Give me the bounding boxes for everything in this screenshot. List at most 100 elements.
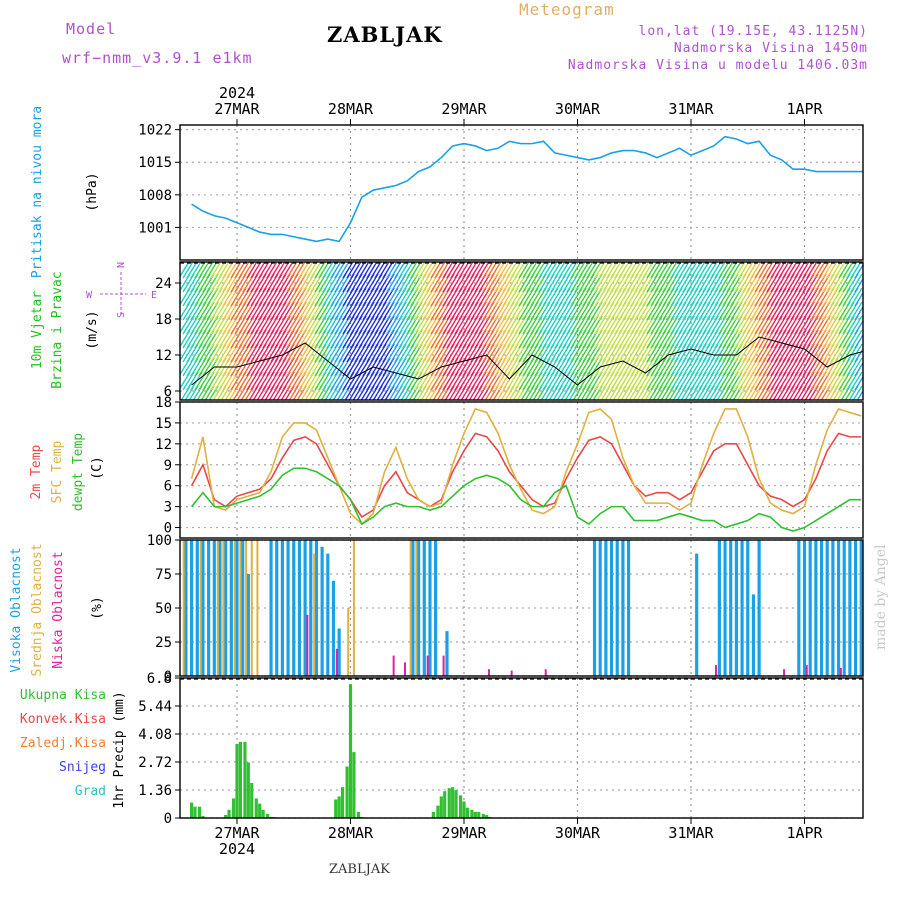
high-cloud-bar bbox=[201, 540, 205, 676]
wind-legend-n: N bbox=[116, 262, 127, 268]
ytick-label-temperature: 12 bbox=[155, 437, 172, 453]
precip-bar bbox=[465, 807, 469, 818]
mid-cloud-bar bbox=[233, 540, 236, 676]
precip-bar bbox=[459, 795, 463, 818]
low-cloud-bar bbox=[805, 665, 808, 676]
meteogram-label: Meteogram bbox=[519, 0, 615, 19]
ytick-label-precip: 4.08 bbox=[138, 727, 172, 743]
precip-bar bbox=[348, 684, 353, 818]
low-cloud-bar bbox=[442, 655, 445, 676]
temp-ylabel-0: 2m Temp bbox=[29, 444, 44, 499]
high-cloud-bar bbox=[615, 540, 619, 676]
ytick-label-temperature: 6 bbox=[164, 479, 172, 495]
high-cloud-bar bbox=[229, 540, 233, 676]
wind-unit-label: (m/s) bbox=[85, 310, 100, 349]
precip-bar bbox=[258, 803, 262, 818]
xtick-label-bottom: 28MAR bbox=[328, 824, 374, 842]
low-cloud-bar bbox=[510, 670, 513, 676]
high-cloud-bar bbox=[797, 540, 801, 676]
mid-cloud-bar bbox=[182, 540, 185, 676]
year-label-bottom: 2024 bbox=[219, 840, 255, 858]
high-cloud-bar bbox=[734, 540, 738, 676]
precip-bar bbox=[477, 811, 481, 818]
precip-bar bbox=[352, 752, 356, 818]
precip-ylabel: 1hr Precip (mm) bbox=[112, 691, 127, 808]
high-cloud-bar bbox=[609, 540, 614, 676]
low-cloud-bar bbox=[487, 669, 490, 676]
high-cloud-bar bbox=[212, 540, 216, 676]
ytick-label-temperature: 15 bbox=[155, 416, 172, 432]
precip-legend-2: Zaledj.Kisa bbox=[20, 736, 106, 751]
low-cloud-bar bbox=[839, 667, 842, 676]
precip-bar bbox=[334, 799, 338, 818]
high-cloud-bar bbox=[246, 574, 250, 676]
mid-cloud-bar bbox=[216, 540, 219, 676]
high-cloud-bar bbox=[280, 540, 284, 676]
ytick-label-precip: 1.36 bbox=[138, 783, 172, 799]
precip-bar bbox=[431, 811, 435, 818]
panel-frame-wind bbox=[179, 261, 864, 401]
high-cloud-bar bbox=[842, 540, 846, 676]
mid-cloud-bar bbox=[415, 540, 418, 676]
ytick-label-cloud: 100 bbox=[147, 533, 172, 549]
precip-bar bbox=[266, 813, 270, 818]
lonlat-label: lon,lat (19.15E, 43.1125N) bbox=[638, 24, 868, 39]
high-cloud-bar bbox=[207, 540, 211, 676]
precip-bar bbox=[485, 814, 489, 818]
precip-bar bbox=[356, 811, 361, 818]
wind-barbs bbox=[180, 262, 863, 400]
ytick-label-temperature: 3 bbox=[164, 500, 172, 516]
low-cloud-bar bbox=[392, 655, 395, 676]
high-cloud-bar bbox=[434, 540, 438, 676]
xtick-label-bottom: 30MAR bbox=[555, 824, 601, 842]
mid-cloud-bar bbox=[256, 540, 259, 676]
ytick-label-cloud: 75 bbox=[155, 567, 172, 583]
precip-bar bbox=[462, 801, 466, 818]
precip-bar bbox=[190, 802, 194, 818]
ytick-label-temperature: 0 bbox=[164, 521, 172, 537]
precip-legend-0: Ukupna Kisa bbox=[20, 688, 106, 703]
high-cloud-bar bbox=[320, 546, 324, 676]
high-cloud-bar bbox=[235, 540, 239, 676]
ytick-label-cloud: 25 bbox=[155, 635, 172, 651]
temp-ylabel-1: SFC Temp bbox=[50, 441, 65, 504]
precip-bar bbox=[436, 805, 440, 818]
high-cloud-bar bbox=[422, 540, 426, 676]
mid-cloud-bar bbox=[352, 540, 355, 676]
low-cloud-bar bbox=[714, 665, 717, 676]
xtick-label-top: 27MAR bbox=[214, 100, 260, 118]
precip-bar bbox=[340, 787, 345, 818]
high-cloud-bar bbox=[309, 540, 313, 676]
high-cloud-bar bbox=[184, 540, 188, 676]
high-cloud-bar bbox=[275, 540, 279, 676]
high-cloud-bar bbox=[819, 540, 824, 676]
high-cloud-bar bbox=[604, 540, 608, 676]
ytick-label-temperature: 9 bbox=[164, 458, 172, 474]
low-cloud-bar bbox=[544, 669, 547, 676]
ytick-label-precip: 2.72 bbox=[138, 755, 172, 771]
wind-ylabel-2: Brzina i Pravac bbox=[50, 271, 65, 388]
high-cloud-bar bbox=[303, 540, 307, 676]
precip-bar bbox=[243, 741, 247, 818]
cloud-bars bbox=[182, 540, 863, 676]
low-cloud-bar bbox=[335, 648, 338, 676]
precip-bar bbox=[481, 813, 485, 818]
cloud-ylabel-2: Niska Oblacnost bbox=[51, 551, 66, 668]
page-title: ZABLJAK bbox=[327, 22, 443, 47]
high-cloud-bar bbox=[331, 580, 336, 676]
precip-bar bbox=[470, 809, 474, 818]
mid-cloud-bar bbox=[347, 608, 350, 676]
precip-bar bbox=[451, 787, 455, 818]
panel-frame-temperature bbox=[179, 401, 864, 539]
high-cloud-bar bbox=[292, 540, 296, 676]
precip-bar bbox=[193, 806, 197, 818]
high-cloud-bar bbox=[695, 553, 699, 676]
high-cloud-bar bbox=[751, 594, 756, 676]
precip-bar bbox=[238, 741, 242, 818]
high-cloud-bar bbox=[626, 540, 631, 676]
high-cloud-bar bbox=[848, 540, 852, 676]
xtick-label-bottom: 29MAR bbox=[441, 824, 487, 842]
high-cloud-bar bbox=[445, 631, 449, 676]
ytick-label-pressure: 1015 bbox=[138, 155, 172, 171]
